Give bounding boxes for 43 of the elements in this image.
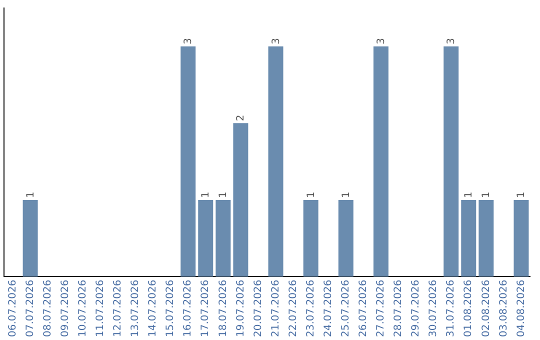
data-label: 1 — [516, 192, 528, 198]
x-tick-label: 04.08.2026 — [516, 280, 527, 338]
data-label: 1 — [481, 192, 492, 198]
x-tick-label: 14.07.2026 — [148, 280, 159, 338]
x-tick-label: 06.07.2026 — [7, 280, 18, 338]
data-label: 3 — [183, 38, 194, 44]
x-tick-label: 07.07.2026 — [24, 280, 36, 338]
data-label: 1 — [200, 192, 212, 198]
x-tick-label: 21.07.2026 — [270, 280, 282, 338]
x-tick-label: 13.07.2026 — [130, 280, 142, 338]
x-tick-label: 15.07.2026 — [165, 280, 176, 338]
x-tick-label: 18.07.2026 — [218, 280, 229, 338]
x-tick-label: 16.07.2026 — [182, 280, 194, 338]
x-tick-label: 01.08.2026 — [463, 280, 474, 338]
data-label: 1 — [340, 192, 352, 198]
x-tick-label: 28.07.2026 — [393, 280, 404, 338]
x-tick-label: 02.08.2026 — [480, 280, 492, 338]
x-tick-label: 17.07.2026 — [200, 280, 212, 338]
x-tick-label: 03.08.2026 — [498, 280, 510, 338]
x-tick-label: 22.07.2026 — [288, 280, 299, 338]
x-tick-label: 10.07.2026 — [77, 280, 88, 338]
x-tick-label: 30.07.2026 — [428, 280, 440, 338]
data-label: 3 — [376, 38, 387, 44]
x-tick-label: 20.07.2026 — [252, 280, 264, 338]
x-tick-label: 08.07.2026 — [42, 280, 54, 338]
data-label: 3 — [446, 38, 458, 44]
data-label: 1 — [464, 192, 475, 198]
x-tick-label: 31.07.2026 — [446, 280, 457, 338]
data-label: 1 — [306, 192, 317, 198]
x-tick-label: 25.07.2026 — [340, 280, 352, 338]
x-tick-label: 27.07.2026 — [376, 280, 387, 338]
data-label: 2 — [236, 114, 247, 122]
x-tick-label: 23.07.2026 — [305, 280, 316, 338]
x-tick-label: 12.07.2026 — [112, 280, 124, 338]
data-label: 3 — [270, 38, 282, 44]
x-tick-label: 11.07.2026 — [95, 280, 106, 338]
x-tick-label: 09.07.2026 — [60, 280, 71, 338]
x-tick-label: 29.07.2026 — [410, 280, 422, 338]
data-label: 1 — [25, 192, 36, 198]
x-tick-label: 26.07.2026 — [358, 280, 370, 338]
x-tick-label: 24.07.2026 — [322, 280, 334, 338]
data-label: 1 — [218, 192, 230, 198]
x-tick-label: 19.07.2026 — [235, 280, 246, 338]
